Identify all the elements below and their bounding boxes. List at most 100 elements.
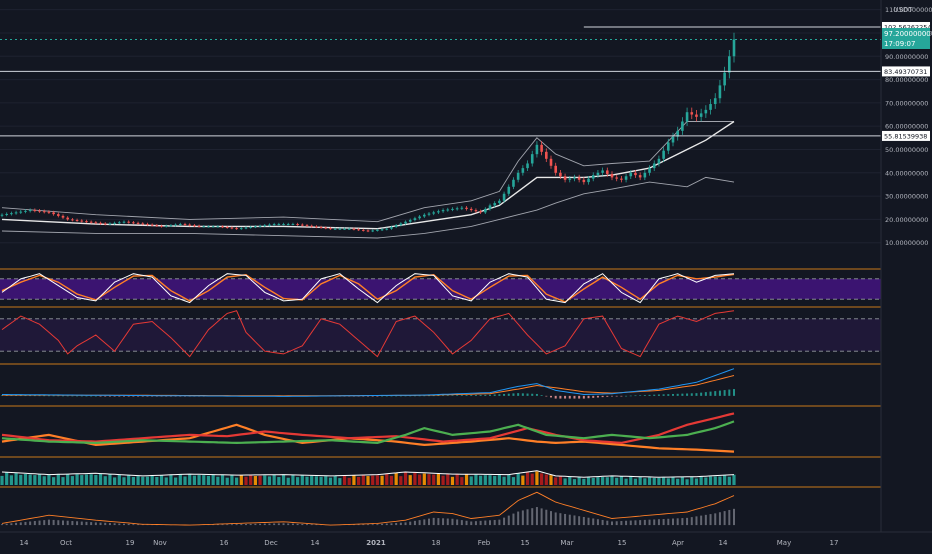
candle-body — [709, 104, 712, 110]
candle-body — [461, 208, 464, 209]
macd-histogram-bar — [100, 396, 102, 397]
momentum-bar — [414, 521, 416, 525]
macd-histogram-bar — [480, 395, 482, 396]
price-axis[interactable]: USDT 110.00000000100.0000000090.00000000… — [881, 0, 932, 532]
momentum-bar — [644, 520, 646, 525]
momentum-bar — [686, 518, 688, 525]
volume-osc-bar — [432, 475, 435, 485]
macd-histogram-bar — [104, 396, 106, 397]
momentum-bar — [419, 520, 421, 525]
volume-osc-bar — [493, 476, 496, 485]
candle-body — [583, 180, 586, 182]
macd-histogram-bar — [456, 395, 458, 396]
momentum-bar — [240, 524, 242, 525]
momentum-bar — [583, 517, 585, 525]
momentum-bar — [559, 513, 561, 525]
candle-body — [662, 151, 665, 159]
momentum-bar — [639, 520, 641, 525]
volume-osc-bar — [709, 476, 712, 485]
volume-osc-bar — [484, 475, 487, 485]
volume-osc-bar — [188, 474, 191, 485]
macd-histogram-bar — [494, 395, 496, 396]
momentum-bar — [447, 519, 449, 526]
volume-osc-bar — [507, 475, 510, 485]
macd-histogram-bar — [555, 396, 557, 399]
candle-body — [428, 214, 431, 215]
momentum-bar — [372, 524, 374, 525]
momentum-bar — [728, 510, 730, 525]
macd-histogram-bar — [109, 396, 111, 397]
volume-osc-bar — [291, 475, 294, 485]
price-tick-label: 110.00000000 — [885, 6, 932, 14]
candle-body — [536, 145, 539, 154]
macd-histogram-bar — [592, 396, 594, 398]
time-axis-background — [0, 532, 932, 550]
macd-histogram-bar — [639, 395, 641, 396]
volume-osc-bar — [479, 476, 482, 485]
macd-histogram-bar — [503, 394, 505, 396]
macd-histogram-bar — [559, 396, 561, 399]
candle-body — [193, 225, 196, 226]
macd-histogram-bar — [686, 393, 688, 395]
candle-body — [451, 209, 454, 210]
macd-histogram-bar — [71, 396, 73, 397]
volume-osc-bar — [277, 477, 280, 485]
candle-body — [658, 159, 661, 164]
volume-osc-bar — [258, 476, 261, 485]
candle-body — [522, 168, 525, 173]
volume-osc-bar — [305, 477, 308, 485]
macd-histogram-bar — [620, 396, 622, 397]
macd-histogram-bar — [498, 394, 500, 396]
time-tick-label: 19 — [126, 539, 135, 547]
volume-osc-bar — [385, 474, 388, 485]
macd-histogram-bar — [569, 396, 571, 399]
macd-histogram-bar — [588, 396, 590, 398]
time-tick-label: Mar — [560, 539, 573, 547]
candle-body — [95, 222, 98, 223]
candle-body — [306, 225, 309, 226]
volume-osc-bar — [460, 477, 463, 485]
momentum-bar — [236, 524, 238, 525]
volume-osc-bar — [395, 473, 398, 485]
candle-body — [202, 226, 205, 227]
volume-osc-bar — [165, 477, 168, 485]
volume-osc-bar — [657, 478, 660, 485]
macd-histogram-bar — [649, 395, 651, 396]
momentum-bar — [691, 517, 693, 525]
volume-osc-bar — [587, 477, 590, 485]
momentum-bar — [719, 512, 721, 525]
momentum-bar — [273, 523, 275, 525]
volume-osc-bar — [695, 479, 698, 485]
candle-body — [160, 226, 163, 227]
candle-body — [62, 216, 65, 218]
macd-histogram-bar — [81, 396, 83, 397]
candle-body — [484, 209, 487, 212]
candle-body — [395, 225, 398, 227]
momentum-bar — [480, 521, 482, 525]
macd-histogram-bar — [611, 396, 613, 397]
momentum-bar — [451, 519, 453, 525]
candle-body — [90, 222, 93, 223]
volume-osc-bar — [352, 475, 355, 485]
candle-body — [719, 85, 722, 98]
volume-osc-bar — [132, 477, 135, 485]
momentum-bar — [109, 523, 111, 525]
volume-osc-bar — [94, 475, 97, 485]
momentum-bar — [268, 524, 270, 526]
candle-body — [587, 179, 590, 182]
volume-osc-bar — [380, 476, 383, 485]
macd-histogram-bar — [634, 395, 636, 396]
macd-histogram-bar — [705, 392, 707, 396]
candle-body — [700, 113, 703, 116]
momentum-bar — [672, 519, 674, 526]
candle-body — [418, 216, 421, 218]
volume-osc-bar — [348, 478, 351, 485]
volume-osc-bar — [141, 477, 144, 485]
momentum-bar — [630, 521, 632, 526]
candle-body — [667, 142, 670, 150]
volume-osc-bar — [235, 478, 238, 485]
candle-body — [432, 212, 435, 213]
momentum-bar — [358, 525, 360, 526]
